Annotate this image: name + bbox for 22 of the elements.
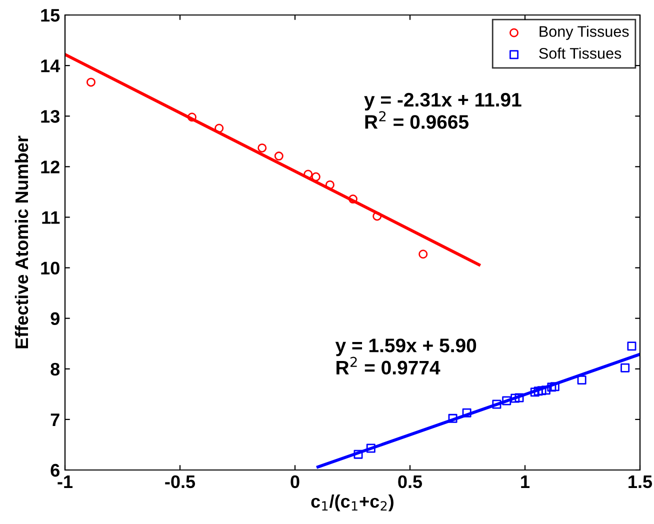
x-axis-title: c$_{1}$/(c$_{1}$+c$_{2}$) — [311, 494, 394, 512]
y-tick-label: 15 — [41, 9, 60, 22]
y-tick-label: 9 — [50, 312, 60, 326]
x-tick-label: -0.5 — [165, 475, 196, 488]
y-tick-label: 12 — [41, 160, 60, 174]
y-tick-label: 13 — [41, 110, 60, 123]
y-tick-label: 8 — [50, 362, 60, 376]
x-tick-label: 1.5 — [628, 476, 652, 488]
x-tick-label: 0.5 — [398, 475, 422, 488]
x-tick-label: 0 — [290, 475, 300, 488]
y-tick-label: 14 — [41, 60, 60, 72]
legend-label: Soft Tissues — [539, 48, 622, 59]
x-tick-label: -1 — [58, 476, 73, 488]
y-tick-label: 6 — [50, 464, 60, 477]
y-axis-title: Effective Atomic Number — [14, 136, 28, 348]
x-tick-label: 1 — [521, 476, 530, 488]
y-tick-label: 10 — [41, 262, 60, 274]
y-tick-label: 7 — [50, 414, 60, 426]
y-tick-label: 11 — [42, 211, 60, 224]
legend-label: Bony Tissues — [540, 26, 629, 40]
annotation: y = -2.31x + 11.91 R$^{2}$ = 0.9665 — [364, 92, 522, 129]
annotation: y = 1.59x + 5.90 R$^{2}$ = 0.9774 — [335, 338, 476, 375]
